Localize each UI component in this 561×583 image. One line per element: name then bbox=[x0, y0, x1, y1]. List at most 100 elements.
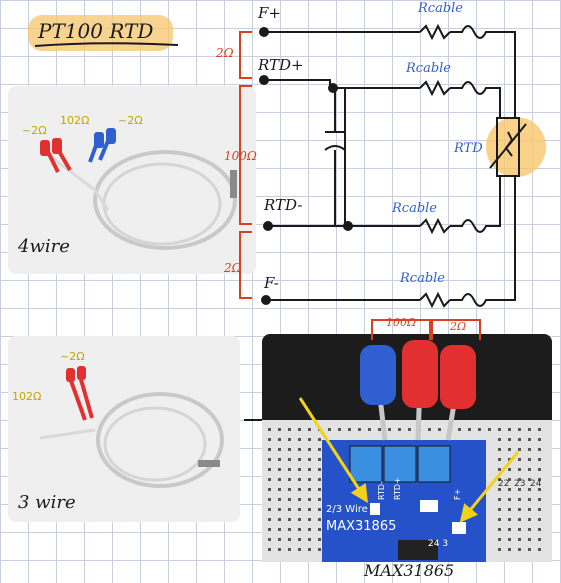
breadboard-hole bbox=[528, 438, 531, 441]
bracket-lug-lead bbox=[431, 319, 481, 340]
breadboard-hole bbox=[278, 518, 281, 521]
breadboard-hole bbox=[538, 548, 541, 551]
breadboard-hole bbox=[318, 528, 321, 531]
breadboard-hole bbox=[298, 528, 301, 531]
silk-pin-rtd-minus: RTD- bbox=[377, 481, 386, 500]
caption-board: MAX31865 bbox=[363, 561, 454, 580]
red-wire bbox=[68, 377, 87, 421]
photo-4wire: ~2Ω 102Ω ~2Ω 4wire bbox=[8, 86, 256, 274]
breadboard-hole bbox=[498, 488, 501, 491]
red-lug bbox=[66, 368, 75, 382]
breadboard-hole bbox=[288, 538, 291, 541]
breadboard-hole bbox=[268, 438, 271, 441]
breadboard-hole bbox=[308, 448, 311, 451]
breadboard-hole bbox=[528, 478, 531, 481]
cable-coil-inner bbox=[103, 406, 207, 482]
breadboard-hole bbox=[278, 448, 281, 451]
terminal-f-minus bbox=[261, 295, 271, 305]
breadboard-hole bbox=[298, 488, 301, 491]
breadboard-hole bbox=[498, 528, 501, 531]
breadboard-hole bbox=[538, 488, 541, 491]
bracket-lug-sensor bbox=[371, 319, 431, 340]
breadboard-hole bbox=[508, 498, 511, 501]
label-rcable-2: Rcable bbox=[405, 61, 451, 76]
breadboard-hole bbox=[528, 508, 531, 511]
breadboard-hole bbox=[288, 498, 291, 501]
breadboard-hole bbox=[268, 528, 271, 531]
breadboard-hole bbox=[498, 448, 501, 451]
breadboard-hole bbox=[518, 478, 521, 481]
breadboard-hole bbox=[498, 458, 501, 461]
breadboard-hole bbox=[298, 498, 301, 501]
breadboard-hole bbox=[508, 468, 511, 471]
breadboard-hole bbox=[498, 518, 501, 521]
breadboard-hole bbox=[468, 428, 471, 431]
breadboard-hole bbox=[308, 428, 311, 431]
breadboard-hole bbox=[318, 548, 321, 551]
silk-jumper: 24 3 bbox=[428, 539, 448, 549]
breadboard-hole bbox=[538, 448, 541, 451]
silk-pin-f-plus: F+ bbox=[453, 489, 462, 500]
breadboard-hole bbox=[318, 488, 321, 491]
resistor-cable-4 bbox=[419, 291, 451, 309]
wire-rtd-minus-right bbox=[450, 176, 501, 233]
breadboard-hole bbox=[308, 548, 311, 551]
bracket-top-lead bbox=[239, 31, 252, 79]
cable-coil bbox=[93, 150, 237, 250]
breadboard-hole bbox=[538, 538, 541, 541]
breadboard-hole bbox=[528, 488, 531, 491]
label-f-plus: F+ bbox=[257, 4, 281, 22]
breadboard-hole bbox=[508, 548, 511, 551]
resistor-cable-3 bbox=[419, 217, 451, 235]
caption-3wire: 3 wire bbox=[18, 492, 76, 513]
breadboard-hole bbox=[508, 438, 511, 441]
breadboard-hole bbox=[358, 428, 361, 431]
breadboard-hole bbox=[318, 448, 321, 451]
blue-lug bbox=[94, 132, 104, 148]
breadboard-hole bbox=[528, 468, 531, 471]
breadboard-hole bbox=[508, 488, 511, 491]
wire-f-minus-right bbox=[450, 176, 516, 307]
label-sensor: 100Ω bbox=[224, 149, 257, 163]
breadboard-hole bbox=[538, 518, 541, 521]
breadboard-hole bbox=[518, 508, 521, 511]
arrow-wire-select bbox=[298, 397, 368, 504]
breadboard-hole bbox=[508, 448, 511, 451]
breadboard-hole bbox=[308, 438, 311, 441]
wire-rtd-plus-right bbox=[450, 81, 501, 118]
breadboard-hole bbox=[388, 428, 391, 431]
breadboard-hole bbox=[308, 468, 311, 471]
breadboard-hole bbox=[528, 538, 531, 541]
jumper-pad-3 bbox=[452, 522, 466, 534]
breadboard-hole bbox=[318, 478, 321, 481]
breadboard-hole bbox=[398, 428, 401, 431]
breadboard-hole bbox=[268, 478, 271, 481]
wire-f-plus-right bbox=[450, 25, 516, 118]
terminal-block bbox=[349, 445, 383, 483]
rtd-highlight bbox=[486, 117, 546, 177]
red-lug bbox=[40, 140, 50, 156]
breadboard-hole bbox=[268, 508, 271, 511]
silk-chip-name: MAX31865 bbox=[326, 519, 396, 534]
red-lug bbox=[440, 345, 476, 409]
breadboard-hole bbox=[298, 448, 301, 451]
breadboard-hole bbox=[298, 458, 301, 461]
sensor-probe bbox=[230, 170, 237, 198]
breadboard-hole bbox=[508, 458, 511, 461]
breadboard-hole bbox=[278, 468, 281, 471]
breadboard-hole bbox=[288, 458, 291, 461]
board-label-lead: 2Ω bbox=[449, 320, 466, 333]
breadboard-hole bbox=[508, 538, 511, 541]
breadboard-hole bbox=[288, 428, 291, 431]
breadboard-hole bbox=[318, 518, 321, 521]
breadboard-hole bbox=[298, 548, 301, 551]
breadboard-hole bbox=[518, 518, 521, 521]
schematic bbox=[259, 23, 546, 309]
breadboard-hole bbox=[268, 498, 271, 501]
red-lug bbox=[52, 138, 62, 154]
breadboard-hole bbox=[538, 458, 541, 461]
label-rcable-1: Rcable bbox=[417, 1, 463, 16]
breadboard-hole bbox=[288, 438, 291, 441]
blue-lug bbox=[106, 128, 116, 144]
